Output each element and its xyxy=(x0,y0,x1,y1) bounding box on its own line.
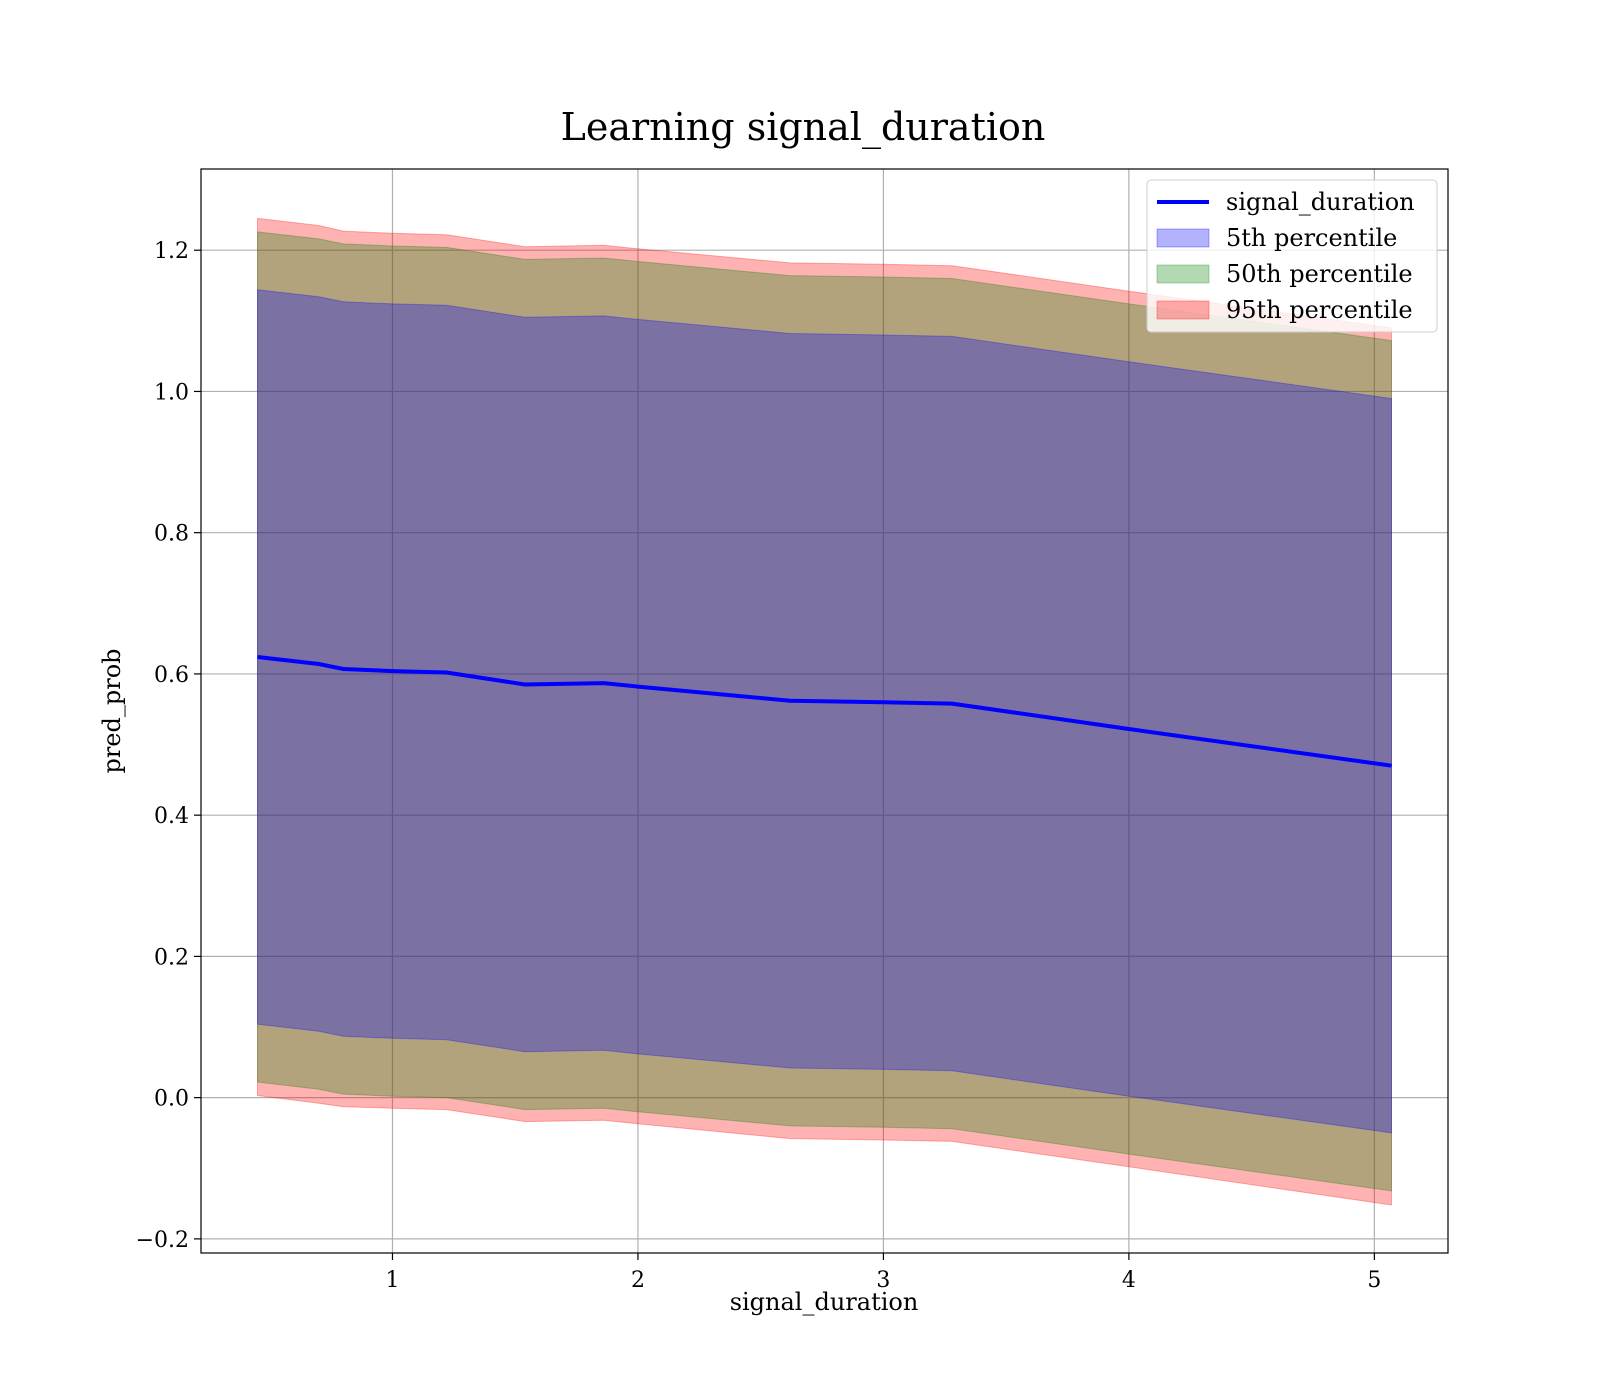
axis-ticks: 1 2 3 4 5 −0.2 0.0 0.2 0.4 0.6 0.8 1.0 1.2 xyxy=(136,239,1382,1293)
y-tick-label: 0.8 xyxy=(154,522,189,547)
series-point xyxy=(318,663,320,665)
series-point xyxy=(789,700,791,702)
series-point xyxy=(882,701,884,703)
series-layer xyxy=(256,655,1393,768)
x-tick-label: 4 xyxy=(1122,1268,1136,1293)
band-95th-percentile xyxy=(257,217,1392,1206)
band-50th-percentile xyxy=(257,231,1392,1192)
y-tick-label: 0.0 xyxy=(154,1087,189,1112)
percentile-bands xyxy=(257,217,1392,1206)
y-tick-label: 1.2 xyxy=(154,239,189,264)
legend-patch-swatch xyxy=(1156,228,1210,248)
y-tick-label: 1.0 xyxy=(154,380,189,405)
series-point xyxy=(1128,728,1130,730)
plot-frame xyxy=(200,168,1449,1254)
y-tick-label: 0.4 xyxy=(154,804,189,829)
legend-label: 50th percentile xyxy=(1226,260,1413,288)
series-point xyxy=(951,703,953,705)
y-axis-label: pred_prob xyxy=(98,648,126,773)
chart-title: Learning signal_duration xyxy=(561,105,1046,150)
series-point xyxy=(256,656,258,658)
legend-label: 95th percentile xyxy=(1226,296,1413,324)
legend-patch-swatch xyxy=(1156,300,1210,320)
x-tick-label: 3 xyxy=(876,1268,890,1293)
series-point xyxy=(342,668,344,670)
x-tick-label: 1 xyxy=(385,1268,399,1293)
legend-label: 5th percentile xyxy=(1226,224,1397,252)
x-tick-label: 5 xyxy=(1367,1268,1381,1293)
series-point xyxy=(637,686,639,688)
legend-patch-swatch xyxy=(1156,264,1210,284)
band-5th-percentile xyxy=(257,289,1392,1134)
y-tick-label: −0.2 xyxy=(136,1228,189,1253)
legend-box xyxy=(1146,179,1438,333)
legend: signal_duration 5th percentile 50th percen… xyxy=(1146,179,1438,333)
y-tick-label: 0.2 xyxy=(154,945,189,970)
x-tick-label: 2 xyxy=(631,1268,645,1293)
legend-label: signal_duration xyxy=(1226,188,1415,216)
y-tick-label: 0.6 xyxy=(154,663,189,688)
series-point xyxy=(524,684,526,686)
series-point xyxy=(603,682,605,684)
series-point xyxy=(391,670,393,672)
series-point xyxy=(445,672,447,674)
series-point xyxy=(1391,765,1393,767)
x-axis-label: signal_duration xyxy=(730,1288,919,1316)
